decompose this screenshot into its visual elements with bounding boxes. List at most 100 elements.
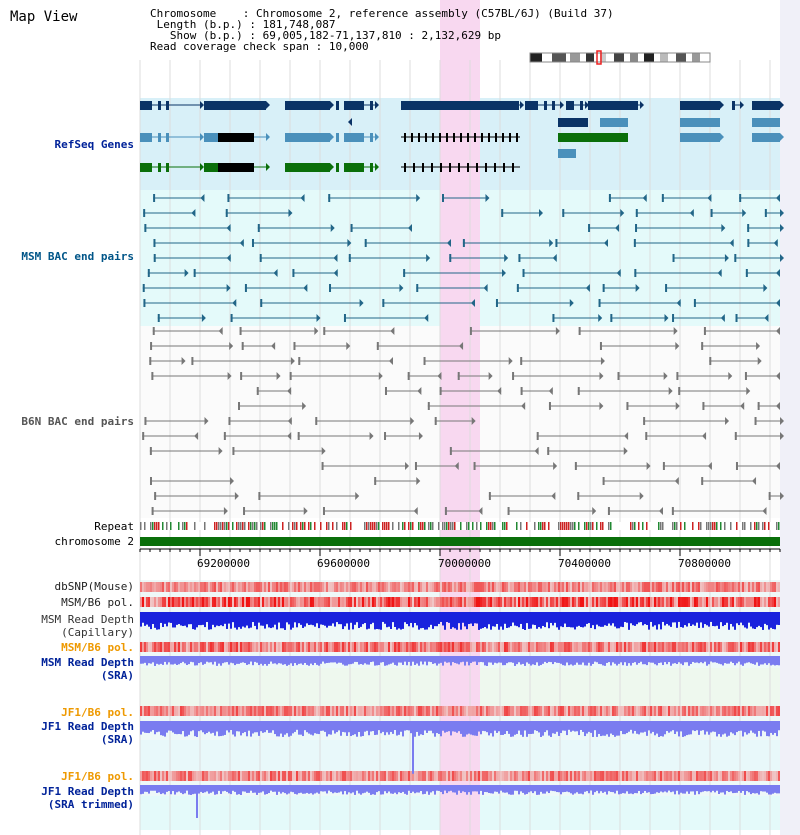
jf1-trimmed-depth-bar [140,785,142,795]
track-label-jf1-depth-trimmed[interactable]: JF1 Read Depth (SRA trimmed) [41,785,134,811]
jf1-pol-density [242,771,244,781]
msm-bac-pair-end [598,299,601,307]
track-label-msm-depth-sra[interactable]: MSM Read Depth (SRA) [41,656,134,682]
jf1-pol-density [762,706,764,716]
track-label-jf1-b6-pol-2[interactable]: JF1/B6 pol. [61,770,134,783]
jf1-sra-depth-bar [400,721,402,732]
jf1-pol-density [384,706,386,716]
b6n-bac-pair-end [592,507,597,515]
msm-capillary-depth-bar [220,612,222,626]
dbsnp-density [196,582,198,592]
jf1-sra-depth-bar [546,721,548,731]
jf1-pol-density [338,706,340,716]
b6n-bac-pair-end [287,432,292,440]
dbsnp-density [734,582,736,592]
track-label-repeat[interactable]: Repeat [94,520,134,533]
dbsnp-density [620,582,622,592]
jf1-trimmed-depth-bar [706,785,708,792]
jf1-sra-depth-bar [636,721,638,734]
jf1-pol-density [606,771,608,781]
jf1-pol-density [460,706,462,716]
jf1-pol-density [520,771,522,781]
dbsnp-density [714,582,716,592]
dbsnp-density [270,582,272,592]
b6n-bac-pair-end [416,477,421,485]
page-title: Map View [10,9,78,25]
msm-pol-density [364,642,366,652]
msm-pol-density [560,597,562,607]
msm-pol-density [496,597,498,607]
track-label-b6n-bac[interactable]: B6N BAC end pairs [21,415,134,428]
msm-capillary-depth-bar [398,612,400,629]
msm-sra-depth-bar [440,656,442,663]
jf1-pol-density [702,771,704,781]
dbsnp-density [658,582,660,592]
repeat-mark [506,522,508,530]
track-label-dbsnp[interactable]: dbSNP(Mouse) [54,580,134,593]
track-label-msm-b6-pol-2[interactable]: MSM/B6 pol. [61,641,134,654]
msm-sra-depth-bar [174,656,176,664]
jf1-pol-density [208,771,210,781]
dbsnp-density [526,582,528,592]
b6n-bac-pair-end [241,342,244,350]
msm-sra-depth-bar [324,656,326,664]
jf1-pol-density [142,771,144,781]
jf1-trimmed-depth-bar [658,785,660,793]
track-label-refseq[interactable]: RefSeq Genes [54,138,134,151]
jf1-trimmed-depth-bar [506,785,508,793]
msm-pol-density [654,597,656,607]
msm-capillary-depth-bar [712,612,714,627]
jf1-trimmed-depth-bar [556,785,558,793]
jf1-sra-depth-bar [264,721,266,733]
msm-sra-depth-bar [188,656,190,665]
msm-bac-pair-end [676,299,681,307]
msm-pol-density [360,642,362,652]
track-label-jf1-depth-sra[interactable]: JF1 Read Depth (SRA) [41,720,134,746]
jf1-pol-density [302,706,304,716]
dbsnp-density [484,582,486,592]
msm-pol-density [446,642,448,652]
msm-sra-depth-bar [262,656,264,666]
msm-capillary-depth-bar [430,612,432,625]
dbsnp-density [322,582,324,592]
msm-pol-density [758,597,760,607]
dbsnp-density [390,582,392,592]
msm-pol-density [242,642,244,652]
b6n-bac-pair-end [578,327,581,335]
jf1-pol-density [758,706,760,716]
track-label-msm-b6-pol-1[interactable]: MSM/B6 pol. [61,596,134,609]
track-label-msm-bac[interactable]: MSM BAC end pairs [21,250,134,263]
track-label-chromosome[interactable]: chromosome 2 [54,535,134,548]
msm-pol-density [642,642,644,652]
b6n-bac-pair-end [674,477,679,485]
msm-sra-depth-bar [236,656,238,664]
ideogram-band [614,53,624,62]
jf1-sra-depth-bar [496,721,498,733]
dbsnp-density [236,582,238,592]
coverage-value: 10,000 [328,40,369,53]
msm-pol-density [574,597,576,607]
repeat-mark [302,522,304,530]
track-label-msm-depth-capillary[interactable]: MSM Read Depth (Capillary) [41,613,134,639]
jf1-trimmed-depth-bar [142,785,144,794]
jf1-sra-depth-bar [480,721,482,735]
msm-pol-density [550,642,552,652]
jf1-trimmed-depth-bar [202,785,204,793]
b6n-bac-pair-end [229,342,234,350]
msm-capillary-depth-bar [776,612,778,625]
jf1-pol-density [416,771,418,781]
msm-capillary-depth-bar [342,612,344,630]
jf1-pol-density [714,706,716,716]
msm-bac-pair-end [328,194,331,202]
msm-pol-density [594,597,596,607]
jf1-trimmed-depth-bar [424,785,426,794]
jf1-pol-density [464,771,466,781]
msm-pol-density [752,597,754,607]
msm-bac-pair-end [776,269,780,277]
msm-bac-pair-end [226,254,231,262]
msm-pol-density [174,597,176,607]
msm-bac-pair-end [191,209,196,217]
jf1-sra-depth-bar [258,721,260,736]
track-label-jf1-b6-pol-1[interactable]: JF1/B6 pol. [61,706,134,719]
